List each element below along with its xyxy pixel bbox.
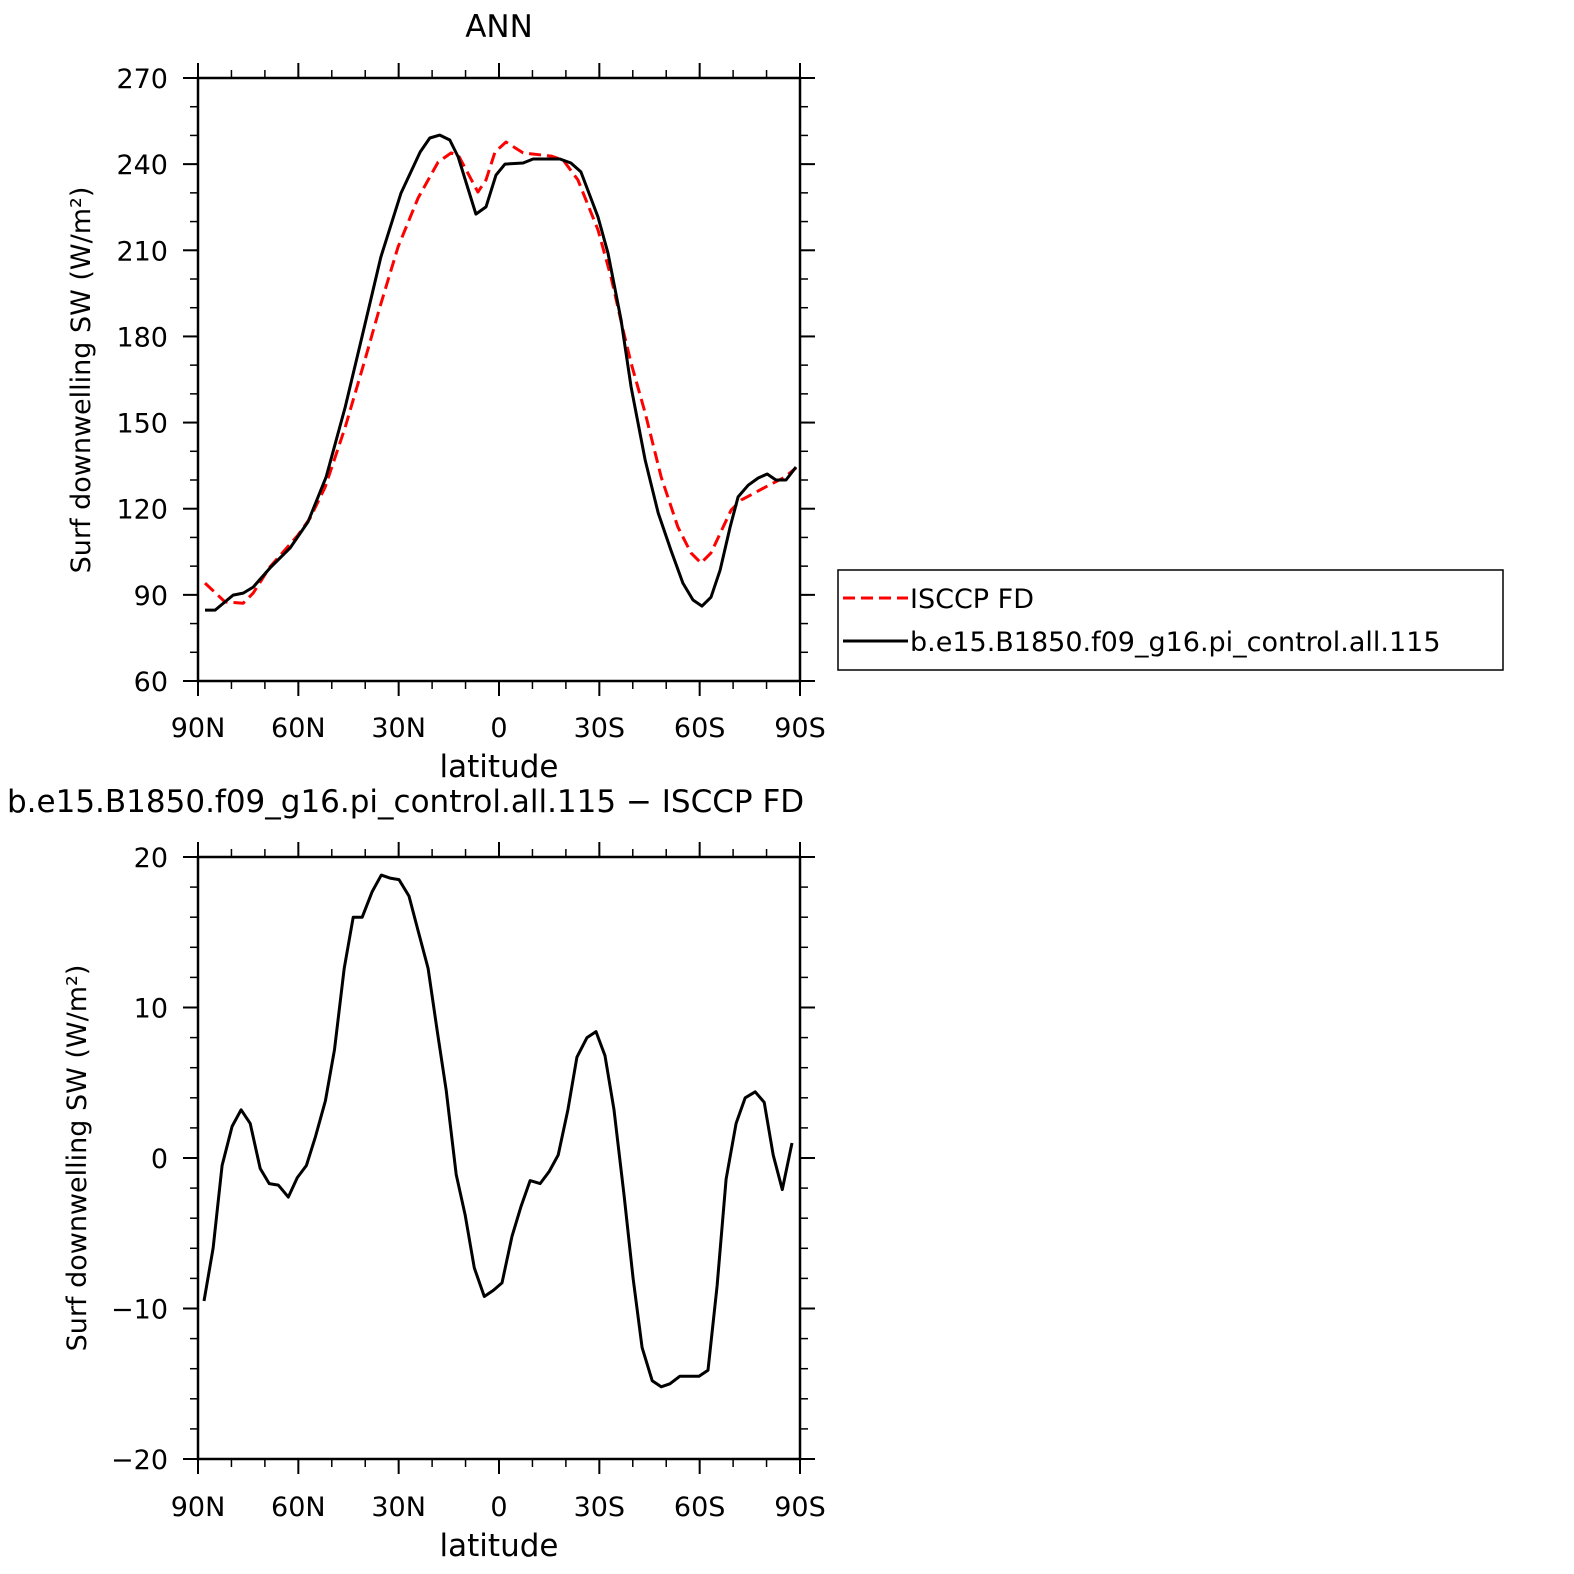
y-tick-label: 210 [116, 236, 168, 267]
y-tick-label: 180 [116, 322, 168, 353]
x-tick-label: 90S [774, 1492, 826, 1523]
top-plot-title: ANN [465, 9, 533, 45]
x-tick-label: 0 [490, 1492, 507, 1523]
y-tick-label: 240 [116, 150, 168, 181]
x-tick-label: 60N [271, 1492, 326, 1523]
y-tick-label: −10 [111, 1295, 168, 1326]
top-series-line-isccp [203, 140, 797, 605]
top-series-line-model [205, 133, 798, 612]
x-tick-label: 30N [371, 713, 426, 744]
x-tick-label: 60S [674, 713, 726, 744]
bottom-plot-xlabel: latitude [440, 1528, 559, 1564]
x-tick-label: 90S [774, 713, 826, 744]
bottom-series-line-difference [202, 873, 794, 1389]
legend-label-isccp: ISCCP FD [910, 584, 1034, 615]
legend: ISCCP FD b.e15.B1850.f09_g16.pi_control.… [837, 569, 1504, 671]
y-tick-label: 270 [116, 64, 168, 95]
x-tick-label: 0 [490, 713, 507, 744]
x-tick-label: 90N [171, 713, 226, 744]
bottom-plot: b.e15.B1850.f09_g16.pi_control.all.115 −… [7, 784, 826, 1564]
x-tick-label: 30S [574, 1492, 626, 1523]
y-tick-label: −20 [111, 1445, 168, 1476]
y-tick-label: 60 [134, 667, 168, 698]
x-tick-label: 30N [371, 1492, 426, 1523]
top-plot-ylabel: Surf downwelling SW (W/m²) [66, 187, 97, 574]
y-tick-label: 120 [116, 495, 168, 526]
y-tick-label: 20 [134, 843, 168, 874]
x-tick-label: 60S [674, 1492, 726, 1523]
x-tick-label: 90N [171, 1492, 226, 1523]
y-tick-label: 150 [116, 409, 168, 440]
bottom-plot-ylabel: Surf downwelling SW (W/m²) [62, 965, 93, 1352]
top-plot-frame [196, 76, 802, 683]
bottom-plot-frame [196, 855, 802, 1461]
y-tick-label: 10 [134, 994, 168, 1025]
x-tick-label: 60N [271, 713, 326, 744]
top-plot-xlabel: latitude [440, 749, 559, 785]
y-tick-label: 0 [151, 1144, 168, 1175]
y-tick-label: 90 [134, 581, 168, 612]
top-plot: ANN latitude Surf downwelling SW (W/m²) … [66, 9, 826, 785]
legend-box [837, 569, 1504, 671]
x-tick-label: 30S [574, 713, 626, 744]
legend-label-model: b.e15.B1850.f09_g16.pi_control.all.115 [910, 627, 1441, 658]
bottom-plot-title: b.e15.B1850.f09_g16.pi_control.all.115 −… [7, 784, 804, 820]
